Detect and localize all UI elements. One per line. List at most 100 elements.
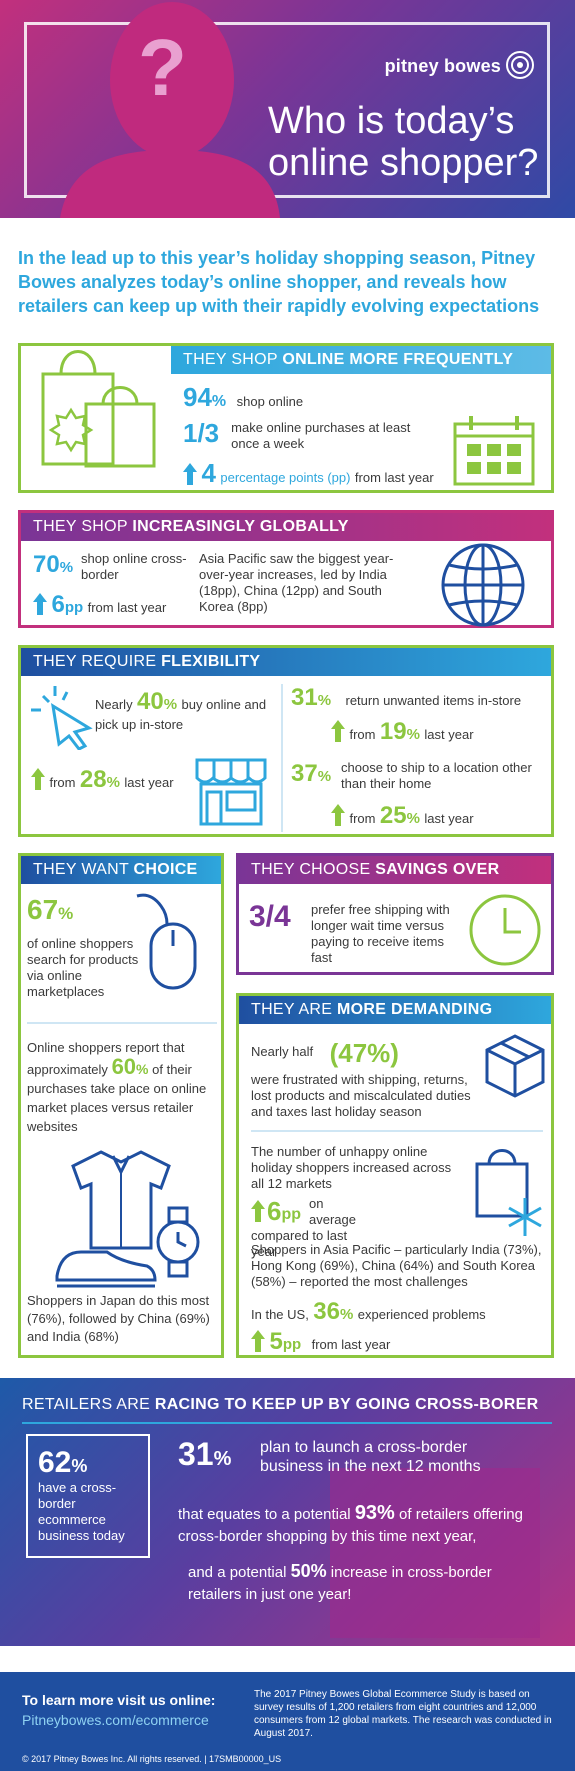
retail-decor-shape	[330, 1468, 540, 1638]
card-globally: THEY SHOP INCREASINGLY GLOBALLY 70% shop…	[18, 510, 554, 628]
header-plain: THEY REQUIRE	[33, 653, 162, 670]
stat-ship-change: from 25% last year	[331, 802, 474, 830]
report-post: of their purchases take place on online …	[27, 1062, 207, 1134]
stat-text: return unwanted items in-store	[345, 693, 522, 708]
stat-value: 94	[183, 382, 212, 412]
globe-icon	[441, 543, 525, 627]
stat-return: 31% return unwanted items in-store	[291, 684, 551, 712]
stat-change-pp: 4 percentage points (pp) from last year	[183, 458, 434, 489]
equates-post: of retailers offering cross-border shopp…	[178, 1506, 523, 1545]
stat-text: shop online cross-border	[81, 551, 187, 582]
stat-value: 28	[79, 766, 107, 793]
column-divider	[281, 684, 283, 832]
stat-value: 31	[291, 684, 318, 711]
stat-text: choose to ship to a location other than …	[341, 760, 532, 791]
cursor-click-icon	[31, 686, 93, 750]
card-demanding: THEY ARE MORE DEMANDING Nearly half (47%…	[236, 993, 554, 1358]
stat-value: 6	[51, 591, 65, 618]
stat-unit: percentage points (pp)	[220, 470, 351, 485]
stat-value: 50%	[290, 1561, 327, 1581]
cross-border-box: 62% have a cross-border ecommerce busine…	[26, 1434, 150, 1558]
us-pre: In the US,	[251, 1307, 309, 1322]
stat-value: 37	[291, 760, 318, 787]
pitney-bowes-logo-icon	[506, 51, 534, 79]
up-arrow-icon	[331, 720, 345, 742]
up-arrow-icon	[251, 1200, 265, 1222]
us-post: experienced problems	[357, 1307, 486, 1322]
increase-post: increase in cross-border retailers in ju…	[188, 1564, 492, 1603]
box-text: have a cross-border ecommerce business t…	[38, 1480, 125, 1543]
stat-return-change: from 19% last year	[331, 718, 474, 746]
stat-pre: from	[349, 727, 376, 742]
increase-pre: and a potential	[188, 1564, 287, 1581]
stat-unit: %	[213, 1448, 232, 1470]
header-bold: SAVINGS OVER SPEED	[251, 861, 500, 906]
shopping-bags-icon	[41, 350, 156, 468]
header-bold: INCREASINGLY GLOBALLY	[132, 518, 349, 535]
marketplace-share-text: Online shoppers report that approximatel…	[27, 1038, 217, 1136]
card-savings: THEY CHOOSE SAVINGS OVER SPEED 3/4 prefe…	[236, 853, 554, 975]
unhappy-text: The number of unhappy online holiday sho…	[251, 1144, 452, 1191]
stat-value: 25	[379, 802, 407, 829]
stat-unit: pp	[281, 1206, 302, 1223]
box-stat: 62%	[38, 1446, 138, 1480]
stat-value: 60	[111, 1054, 137, 1079]
stat-value-wrap: 37%	[291, 760, 331, 788]
brand-logo-text: pitney bowes	[384, 56, 501, 76]
hero-banner: ? pitney bowes Who is today’s online sho…	[0, 0, 575, 218]
stat-unit: %	[317, 692, 332, 709]
up-arrow-icon	[183, 463, 197, 485]
up-arrow-icon	[33, 593, 47, 615]
asia-pacific-text: Asia Pacific saw the biggest year-over-y…	[199, 551, 394, 614]
stat-value: 40	[137, 688, 164, 715]
stat-pre: from	[349, 811, 376, 826]
stat-text: last year	[124, 775, 174, 790]
retailers-section: RETAILERS ARE RACING TO KEEP UP BY GOING…	[0, 1378, 575, 1646]
card-flexibility-header: THEY REQUIRE FLEXIBILITY	[21, 648, 551, 676]
asia-challenges-text: Shoppers in Asia Pacific – particularly …	[251, 1242, 542, 1289]
study-note: The 2017 Pitney Bowes Global Ecommerce S…	[254, 1689, 552, 1739]
storefront-icon	[195, 758, 267, 826]
choice-divider	[27, 1022, 217, 1024]
card-flexibility: THEY REQUIRE FLEXIBILITY Nearly 40% buy …	[18, 645, 554, 837]
stat-ship-location: 37% choose to ship to a location other t…	[291, 760, 551, 792]
header-bold: ONLINE MORE FREQUENTLY	[282, 351, 514, 368]
stat-pre: from	[49, 775, 76, 790]
stat-change-global: 6pp from last year	[33, 591, 166, 619]
stat-text: make online purchases at least once a we…	[231, 420, 411, 451]
stat-value: 19	[379, 718, 407, 745]
stat-value: 6	[267, 1196, 282, 1226]
header-bold: RACING TO KEEP UP BY GOING CROSS-BORER	[154, 1396, 539, 1413]
clock-icon	[469, 894, 541, 966]
savings-stat-value: 3/4	[249, 900, 291, 933]
stat-weekly: 1/3 make online purchases at least once …	[183, 418, 423, 452]
package-box-icon	[485, 1034, 545, 1098]
computer-mouse-icon	[136, 893, 197, 990]
retailers-header: RETAILERS ARE RACING TO KEEP UP BY GOING…	[22, 1396, 538, 1414]
stat-unit: %	[406, 726, 420, 743]
stat-value: 67	[27, 894, 59, 925]
stat-text: from last year	[87, 600, 167, 615]
header-plain: THEY SHOP	[33, 518, 133, 535]
stat-value: 4	[201, 458, 216, 488]
stat-bopis: Nearly 40% buy online and pick up in-sto…	[95, 688, 285, 734]
card-frequently: THEY SHOP ONLINE MORE FREQUENTLY 94% sho…	[18, 343, 554, 493]
stat-value: 36	[313, 1298, 340, 1325]
header-bold: MORE DEMANDING	[337, 1001, 493, 1018]
card-demanding-header: THEY ARE MORE DEMANDING	[239, 996, 551, 1024]
shopper-silhouette-icon	[60, 2, 280, 218]
nearly-half-row: Nearly half (47%)	[251, 1038, 399, 1069]
plan-stat: 31%	[178, 1436, 231, 1473]
intro-text: In the lead up to this year’s holiday sh…	[18, 248, 540, 316]
report-pre: Online shoppers report that approximatel…	[27, 1040, 185, 1077]
shirt-shoe-watch-icon	[55, 1150, 200, 1288]
stat-text: from last year	[311, 1337, 391, 1352]
increase-text: and a potential 50% increase in cross-bo…	[188, 1560, 528, 1606]
snowflake-bag-icon	[475, 1149, 542, 1236]
ecommerce-link[interactable]: Pitneybowes.com/ecommerce	[22, 1712, 209, 1728]
stat-unit: %	[163, 696, 178, 713]
stat-unit: %	[406, 810, 420, 827]
stat-value: 1/3	[183, 418, 220, 448]
stat-value: 93%	[354, 1502, 395, 1524]
stat-value: (47%)	[329, 1038, 399, 1068]
